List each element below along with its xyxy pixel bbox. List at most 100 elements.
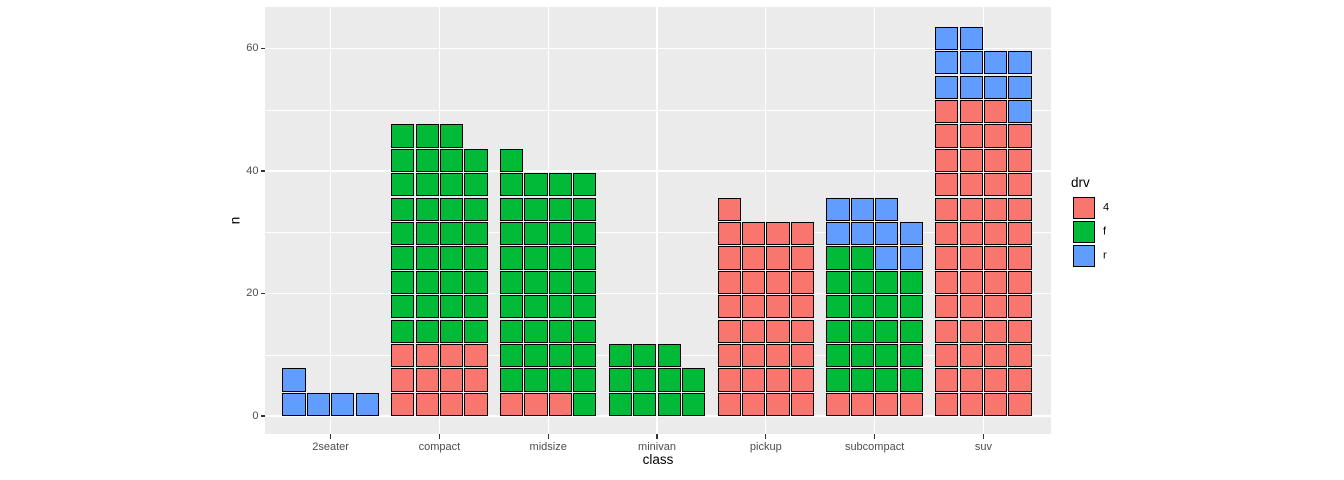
unit-square-midsize-f	[500, 319, 524, 343]
unit-square-suv-4	[959, 148, 983, 172]
unit-square-compact-4	[464, 344, 488, 368]
unit-square-suv-4	[984, 368, 1008, 392]
unit-square-pickup-4	[742, 270, 766, 294]
unit-square-suv-4	[959, 392, 983, 416]
unit-square-suv-4	[984, 222, 1008, 246]
unit-square-suv-4	[935, 173, 959, 197]
unit-square-suv-4	[1008, 295, 1032, 319]
unit-square-minivan-f	[608, 344, 632, 368]
unit-square-compact-f	[415, 319, 439, 343]
unit-square-midsize-f	[548, 173, 572, 197]
unit-square-midsize-f	[548, 295, 572, 319]
unit-square-compact-f	[440, 319, 464, 343]
gridline-minor-y	[265, 109, 1051, 111]
unit-square-midsize-f	[524, 270, 548, 294]
unit-square-pickup-4	[790, 344, 814, 368]
unit-square-2seater-r	[282, 392, 306, 416]
unit-square-subcompact-f	[826, 344, 850, 368]
unit-square-suv-4	[1008, 173, 1032, 197]
unit-square-suv-r	[959, 51, 983, 75]
gridline-major-x	[982, 7, 985, 434]
gridline-major-y	[265, 47, 1051, 50]
unit-square-pickup-4	[766, 319, 790, 343]
unit-square-suv-4	[984, 295, 1008, 319]
unit-square-compact-4	[440, 368, 464, 392]
gridline-major-x	[547, 7, 549, 434]
legend-entry-f: f	[1071, 220, 1161, 244]
plot-panel	[265, 7, 1051, 434]
unit-square-pickup-4	[742, 319, 766, 343]
unit-square-suv-r	[935, 26, 959, 50]
unit-square-suv-r	[1008, 100, 1032, 124]
y-tick	[260, 415, 265, 417]
unit-square-pickup-4	[766, 295, 790, 319]
unit-square-compact-f	[415, 124, 439, 148]
unit-square-compact-4	[415, 344, 439, 368]
unit-square-subcompact-f	[875, 319, 899, 343]
unit-square-compact-4	[415, 368, 439, 392]
unit-square-suv-4	[935, 392, 959, 416]
legend-title: drv	[1071, 175, 1090, 190]
unit-square-midsize-f	[548, 270, 572, 294]
unit-square-compact-f	[464, 270, 488, 294]
unit-square-midsize-f	[524, 368, 548, 392]
unit-square-pickup-4	[766, 344, 790, 368]
unit-square-pickup-4	[790, 319, 814, 343]
unit-square-compact-f	[464, 246, 488, 270]
x-tick	[765, 434, 767, 439]
unit-square-2seater-r	[282, 368, 306, 392]
unit-square-midsize-f	[524, 295, 548, 319]
unit-square-compact-f	[391, 148, 415, 172]
unit-square-suv-4	[1008, 148, 1032, 172]
y-tick	[260, 292, 265, 295]
unit-square-midsize-f	[524, 197, 548, 221]
unit-square-suv-4	[935, 344, 959, 368]
unit-square-suv-4	[984, 270, 1008, 294]
unit-square-pickup-4	[790, 368, 814, 392]
legend-entry-label: f	[1103, 225, 1107, 238]
unit-square-pickup-4	[790, 270, 814, 294]
unit-square-pickup-4	[790, 222, 814, 246]
unit-square-2seater-r	[306, 392, 330, 416]
unit-square-compact-f	[440, 124, 464, 148]
unit-square-midsize-f	[548, 344, 572, 368]
gridline-minor-y	[265, 232, 1051, 233]
unit-square-suv-r	[984, 75, 1008, 99]
unit-square-subcompact-r	[875, 222, 899, 246]
unit-square-compact-4	[440, 392, 464, 416]
unit-square-midsize-f	[524, 173, 548, 197]
unit-square-suv-4	[959, 173, 983, 197]
x-tick	[656, 434, 658, 439]
unit-square-midsize-f	[524, 344, 548, 368]
unit-square-compact-f	[440, 246, 464, 270]
unit-square-midsize-f	[548, 368, 572, 392]
unit-square-suv-4	[935, 100, 959, 124]
unit-square-pickup-4	[766, 270, 790, 294]
unit-square-pickup-4	[766, 392, 790, 416]
unit-square-midsize-f	[548, 222, 572, 246]
unit-square-suv-4	[959, 344, 983, 368]
x-tick	[982, 434, 984, 439]
unit-square-pickup-4	[717, 319, 741, 343]
unit-square-suv-r	[935, 51, 959, 75]
unit-square-subcompact-f	[850, 246, 874, 270]
unit-square-pickup-4	[742, 222, 766, 246]
unit-square-suv-4	[1008, 222, 1032, 246]
unit-square-pickup-4	[717, 246, 741, 270]
unit-square-compact-f	[440, 222, 464, 246]
unit-square-suv-4	[935, 319, 959, 343]
unit-square-pickup-4	[766, 222, 790, 246]
x-tick	[874, 434, 876, 439]
unit-square-compact-f	[464, 148, 488, 172]
unit-square-suv-r	[959, 26, 983, 50]
unit-square-pickup-4	[742, 368, 766, 392]
unit-square-suv-4	[935, 222, 959, 246]
unit-square-suv-4	[1008, 368, 1032, 392]
unit-square-subcompact-f	[826, 368, 850, 392]
unit-square-pickup-4	[766, 246, 790, 270]
unit-square-suv-4	[984, 392, 1008, 416]
unit-square-compact-f	[464, 319, 488, 343]
unit-square-subcompact-f	[850, 295, 874, 319]
unit-square-subcompact-f	[826, 319, 850, 343]
